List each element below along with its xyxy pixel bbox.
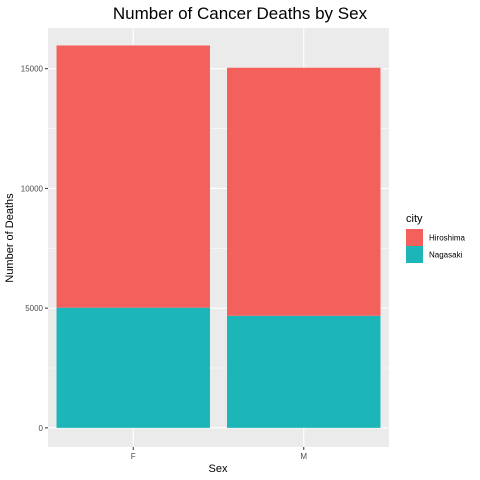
- legend: city Hiroshima Nagasaki: [406, 213, 466, 263]
- y-tick-label: 0: [39, 424, 44, 433]
- x-tick-label-F: F: [131, 452, 136, 461]
- legend-label-nagasaki: Nagasaki: [429, 251, 463, 260]
- x-axis-title: Sex: [209, 463, 228, 475]
- bar-M-hiroshima: [227, 67, 381, 316]
- chart-title: Number of Cancer Deaths by Sex: [113, 4, 368, 23]
- y-tick-label: 15000: [21, 65, 44, 74]
- bar-F-nagasaki: [56, 307, 210, 428]
- y-axis-title: Number of Deaths: [4, 193, 16, 283]
- y-tick-label: 5000: [25, 304, 43, 313]
- legend-title: city: [406, 213, 423, 225]
- y-axis: 0 5000 10000 15000: [21, 65, 48, 433]
- legend-label-hiroshima: Hiroshima: [429, 234, 466, 243]
- bar-M-nagasaki: [227, 315, 381, 428]
- bars: [56, 45, 381, 428]
- legend-key-nagasaki: [406, 246, 423, 263]
- legend-key-hiroshima: [406, 229, 423, 246]
- bar-F-hiroshima: [56, 45, 210, 308]
- x-tick-label-M: M: [300, 452, 307, 461]
- y-tick-label: 10000: [21, 184, 44, 193]
